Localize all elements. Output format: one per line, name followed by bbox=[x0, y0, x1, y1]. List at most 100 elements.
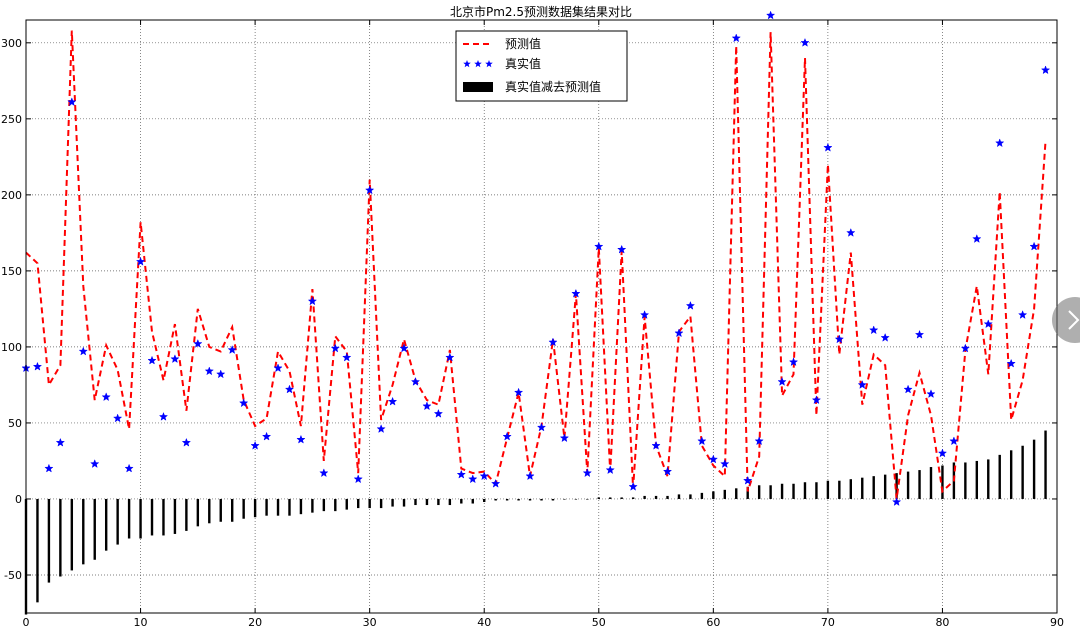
difference-bar bbox=[1044, 430, 1047, 499]
difference-bar bbox=[471, 498, 474, 504]
actual-point bbox=[754, 436, 764, 446]
actual-point bbox=[353, 474, 363, 484]
actual-point bbox=[571, 288, 581, 298]
actual-point bbox=[399, 343, 409, 353]
difference-bar bbox=[815, 482, 818, 499]
y-tick-label: 0 bbox=[15, 493, 22, 506]
grid bbox=[26, 20, 1057, 613]
actual-point bbox=[582, 468, 593, 478]
legend-bar-marker bbox=[463, 82, 493, 92]
actual-point bbox=[135, 256, 146, 266]
actual-point bbox=[387, 396, 398, 406]
difference-bar bbox=[116, 498, 119, 545]
difference-bar bbox=[609, 497, 612, 499]
difference-bar bbox=[803, 482, 807, 499]
x-tick-label: 40 bbox=[477, 616, 491, 629]
actual-point bbox=[273, 363, 283, 373]
actual-point bbox=[101, 392, 111, 402]
legend-star bbox=[474, 60, 482, 68]
actual-point bbox=[800, 37, 810, 47]
actual-point bbox=[410, 376, 421, 386]
y-tick-label: 100 bbox=[1, 341, 22, 354]
actual-point bbox=[170, 354, 180, 364]
actual-point bbox=[617, 244, 627, 254]
difference-bar bbox=[597, 497, 600, 499]
difference-bar bbox=[357, 498, 360, 509]
actual-point bbox=[296, 434, 306, 444]
x-tick-label: 80 bbox=[935, 616, 949, 629]
difference-bar bbox=[185, 498, 188, 531]
chevron-right-icon bbox=[1068, 310, 1080, 330]
difference-bar bbox=[964, 462, 967, 499]
actual-point bbox=[112, 413, 123, 423]
difference-bar bbox=[322, 498, 326, 512]
difference-bar bbox=[643, 495, 646, 499]
actual-point bbox=[926, 389, 936, 399]
actual-point bbox=[1017, 310, 1028, 319]
difference-bar bbox=[379, 498, 383, 509]
actual-point bbox=[330, 343, 340, 353]
actual-point bbox=[685, 300, 696, 310]
actual-point bbox=[433, 408, 444, 418]
difference-bar bbox=[208, 498, 211, 524]
actual-point bbox=[995, 138, 1005, 148]
difference-bar bbox=[70, 498, 74, 571]
difference-bar bbox=[929, 467, 933, 499]
actual-point bbox=[846, 227, 856, 237]
actual-point bbox=[662, 466, 673, 476]
difference-bar bbox=[861, 477, 864, 499]
difference-bar bbox=[586, 498, 589, 500]
actual-point bbox=[869, 325, 879, 335]
actual-point bbox=[834, 334, 845, 344]
difference-bar bbox=[540, 498, 543, 501]
difference-bar bbox=[345, 498, 348, 510]
actual-point bbox=[559, 433, 570, 443]
actual-point bbox=[124, 463, 134, 473]
difference-bar bbox=[448, 498, 452, 506]
actual-point bbox=[319, 468, 329, 478]
actual-point bbox=[914, 329, 925, 339]
difference-bar bbox=[895, 473, 898, 499]
difference-bar bbox=[196, 498, 200, 527]
chart-title: 北京市Pm2.5预测数据集结果对比 bbox=[450, 4, 632, 19]
actual-point bbox=[204, 366, 214, 376]
difference-bar bbox=[82, 498, 85, 565]
actual-point bbox=[513, 387, 524, 397]
difference-bar bbox=[414, 498, 417, 506]
difference-bar bbox=[402, 498, 406, 507]
difference-bar bbox=[334, 498, 337, 512]
actual-point bbox=[479, 471, 489, 481]
difference-bar bbox=[735, 488, 738, 499]
actual-point bbox=[536, 422, 547, 432]
actual-point bbox=[628, 481, 638, 491]
actual-point bbox=[891, 497, 902, 506]
difference-bar bbox=[780, 483, 784, 499]
axis-ticks: 0 10 20 30 40 50 60 70 80 90 -50 0 50 100 150 200 250 300 bbox=[1, 20, 1064, 629]
difference-bar bbox=[242, 498, 245, 519]
difference-bar bbox=[883, 474, 887, 499]
y-tick-label: 200 bbox=[1, 189, 22, 202]
difference-bar bbox=[368, 498, 371, 509]
difference-bar bbox=[162, 498, 165, 536]
x-tick-label: 70 bbox=[821, 616, 835, 629]
actual-point bbox=[490, 478, 501, 488]
plot-frame bbox=[25, 19, 1058, 614]
legend-label-predicted: 预测值 bbox=[505, 36, 541, 51]
difference-bar bbox=[391, 498, 394, 507]
actual-point bbox=[594, 241, 604, 251]
y-tick-label: -50 bbox=[4, 569, 22, 582]
actual-point bbox=[456, 469, 466, 479]
actual-point bbox=[720, 459, 730, 468]
actual-point bbox=[250, 440, 260, 450]
x-tick-label: 50 bbox=[592, 616, 606, 629]
difference-bar bbox=[838, 480, 841, 499]
difference-bar bbox=[700, 492, 704, 499]
difference-bar bbox=[631, 497, 635, 499]
difference-bar bbox=[311, 498, 314, 513]
difference-bar bbox=[494, 498, 497, 501]
x-tick-label: 90 bbox=[1050, 616, 1064, 629]
difference-bar bbox=[551, 498, 555, 501]
difference-bar bbox=[574, 498, 578, 500]
actual-point bbox=[468, 474, 478, 484]
actual-point bbox=[788, 357, 799, 367]
